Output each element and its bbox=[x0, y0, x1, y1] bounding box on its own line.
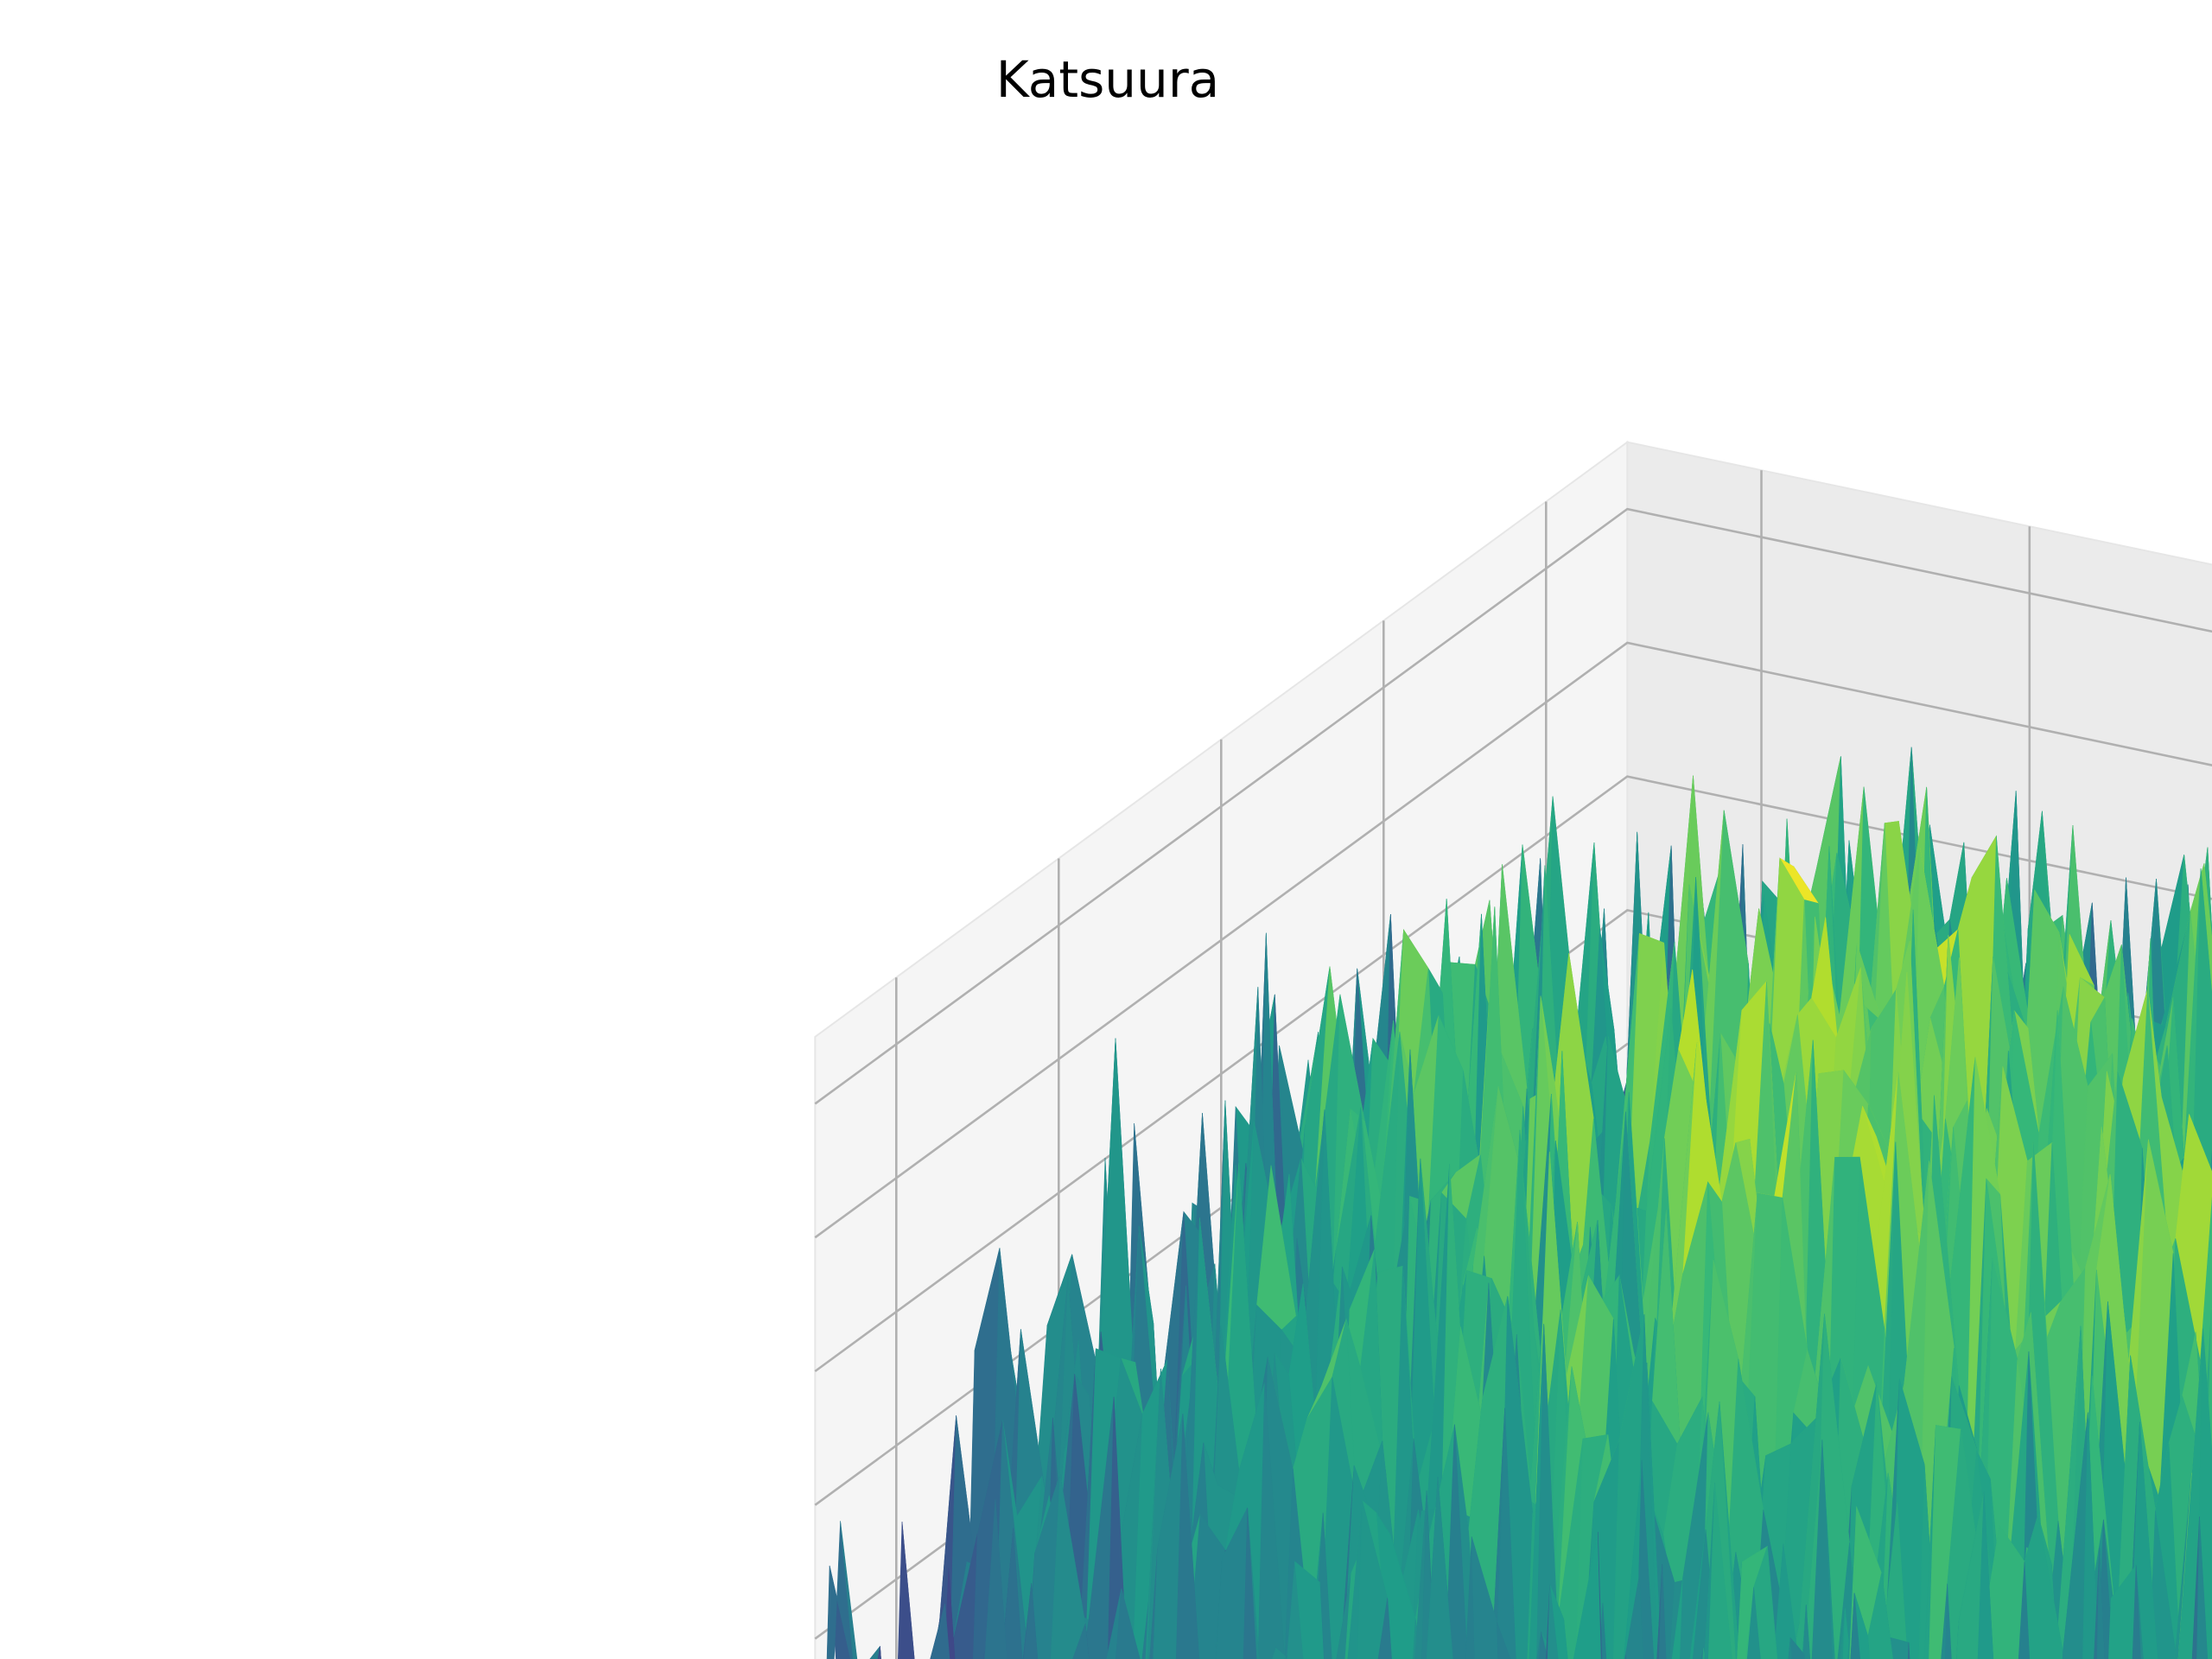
surface-facet bbox=[1753, 1546, 1778, 1659]
surface-facet bbox=[1707, 1483, 1732, 1659]
surface-facet bbox=[1624, 1655, 1626, 1659]
surface-facet bbox=[1539, 1631, 1548, 1659]
surface-facet bbox=[1287, 1561, 1304, 1659]
surface-facet bbox=[1547, 1584, 1559, 1659]
y-grid-line bbox=[1058, 858, 1060, 1659]
surface-facet bbox=[1294, 1560, 1325, 1659]
surface-facet bbox=[1023, 1583, 1038, 1659]
surface-facet bbox=[1465, 1536, 1476, 1659]
surface-facet bbox=[1850, 1592, 1860, 1659]
surface-facet bbox=[2018, 1561, 2031, 1659]
surface-facet bbox=[1853, 1592, 1870, 1659]
surface-facet bbox=[1272, 1647, 1291, 1659]
surface-facet bbox=[1811, 1440, 1834, 1659]
surface-facet bbox=[1802, 1605, 1811, 1659]
surface-facet bbox=[1426, 1477, 1453, 1659]
surface-facet bbox=[1497, 1622, 1511, 1659]
z-grid-line bbox=[814, 641, 2212, 1239]
surface-facet bbox=[1789, 1637, 1805, 1659]
surface-facet bbox=[1243, 1507, 1257, 1659]
surface-facet bbox=[1175, 1414, 1200, 1659]
surface-facet bbox=[2196, 1516, 2209, 1659]
z-grid-line bbox=[814, 507, 2212, 1105]
surface-facet bbox=[826, 1521, 854, 1659]
surface-facet bbox=[1719, 1402, 1740, 1659]
surface-facet bbox=[1257, 1382, 1286, 1659]
surface-facet bbox=[2200, 1196, 2212, 1362]
surface-facet bbox=[2135, 1565, 2144, 1659]
surface-facet bbox=[877, 1646, 881, 1659]
surface-facet bbox=[1598, 1531, 1603, 1659]
surface-facet bbox=[1496, 1408, 1516, 1659]
surface-facet bbox=[1377, 1598, 1392, 1659]
surface-facet bbox=[1746, 1586, 1761, 1659]
surface-facet bbox=[1471, 1536, 1498, 1659]
surface-facet bbox=[898, 1522, 915, 1659]
surface-facet bbox=[1549, 1584, 1568, 1659]
surface-facet bbox=[1788, 1637, 1792, 1659]
y-grid-line bbox=[1220, 739, 1223, 1659]
surface-facet bbox=[1624, 1575, 1644, 1659]
surface-facet bbox=[984, 1498, 1007, 1659]
surface-facet bbox=[1536, 1324, 1560, 1659]
surface-facet bbox=[1658, 1564, 1667, 1659]
surface-facet bbox=[1867, 1573, 1894, 1659]
surface-facet bbox=[1908, 1642, 1910, 1659]
surface-facet bbox=[1821, 1440, 1835, 1659]
z-grid-line bbox=[814, 909, 2212, 1506]
surface-facet bbox=[1001, 1528, 1025, 1659]
surface-mesh bbox=[826, 747, 2212, 1659]
surface-facet bbox=[1573, 1531, 1602, 1659]
chart-title: Katsuura bbox=[996, 50, 1219, 109]
surface-facet bbox=[1072, 1624, 1090, 1659]
surface-facet bbox=[1319, 1582, 1325, 1659]
surface-facet bbox=[1116, 1588, 1141, 1659]
surface-facet bbox=[2096, 1548, 2113, 1659]
surface-facet bbox=[930, 1603, 950, 1659]
z-grid-line bbox=[814, 775, 2212, 1373]
surface-facet bbox=[1445, 1424, 1468, 1659]
y-grid-line bbox=[895, 977, 898, 1659]
surface-facet bbox=[1977, 1491, 1994, 1659]
surface-facet bbox=[1945, 1583, 1961, 1659]
surface-facet bbox=[1773, 1543, 1799, 1659]
surface-facet bbox=[2132, 1565, 2141, 1659]
